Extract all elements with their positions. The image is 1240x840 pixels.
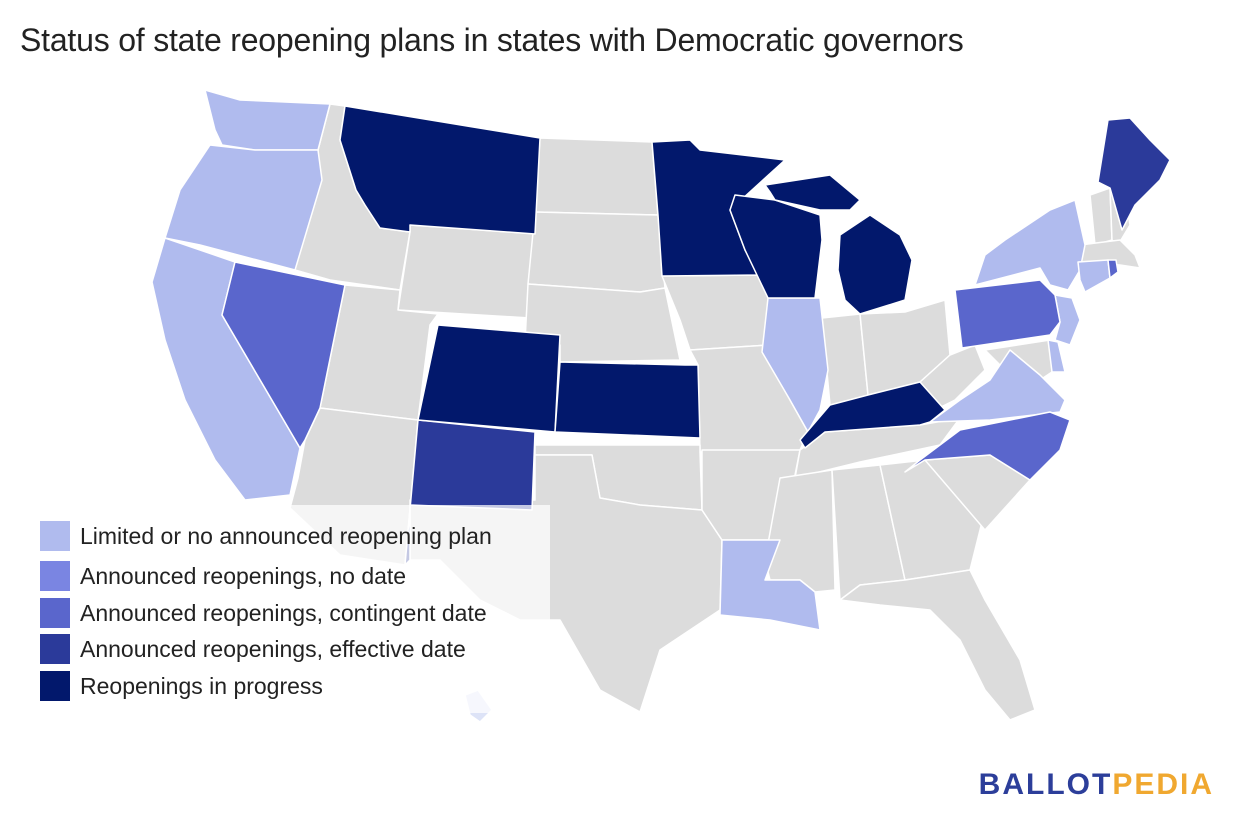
legend-label: Announced reopenings, contingent date: [80, 599, 487, 626]
state-CT: [1077, 259, 1111, 293]
legend-item-in-progress: Reopenings in progress: [40, 671, 323, 701]
state-VA: [929, 349, 1066, 423]
map-legend: Limited or no announced reopening plan A…: [28, 505, 550, 713]
state-WA: [204, 89, 331, 151]
ballotpedia-logo: BALLOTPEDIA: [979, 768, 1214, 802]
legend-label: Announced reopenings, no date: [80, 562, 407, 589]
in-progress-states: [339, 105, 946, 449]
legend-label: Limited or no announced reopening plan: [80, 522, 492, 549]
legend-swatch: [40, 521, 70, 551]
state-MI: [764, 174, 861, 211]
state-ME: [1097, 117, 1171, 231]
state-RI: [1107, 259, 1119, 279]
state-SD: [527, 211, 666, 293]
state-WI: [729, 194, 823, 299]
state-NV: [221, 261, 346, 449]
legend-item-no-date: Announced reopenings, no date: [40, 561, 406, 591]
state-KS: [554, 361, 701, 439]
legend-item-effective: Announced reopenings, effective date: [40, 634, 466, 664]
legend-swatch: [40, 598, 70, 628]
state-IL: [761, 297, 829, 433]
legend-swatch: [40, 634, 70, 664]
state-MT: [339, 105, 541, 235]
state-NY: [974, 199, 1086, 291]
state-VT: [1089, 187, 1113, 246]
legend-item-limited: Limited or no announced reopening plan: [40, 521, 492, 551]
state-DE: [1047, 339, 1066, 373]
legend-swatch: [40, 671, 70, 701]
limited-states: [151, 89, 1111, 723]
state-IA: [661, 274, 776, 351]
logo-part2: PEDIA: [1112, 768, 1214, 801]
state-NC: [904, 411, 1071, 481]
legend-label: Announced reopenings, effective date: [80, 635, 466, 662]
contingent-states: [221, 259, 1119, 481]
state-LA: [719, 539, 821, 631]
state-FL: [839, 569, 1036, 721]
state-WY: [397, 224, 539, 319]
legend-label: Reopenings in progress: [80, 672, 323, 699]
state-PA: [954, 279, 1061, 349]
state-OR: [164, 144, 323, 271]
state-CO: [417, 324, 561, 433]
map-title: Status of state reopening plans in state…: [20, 22, 964, 58]
logo-part1: BALLOT: [978, 768, 1113, 801]
state-MI-lower: [837, 214, 913, 315]
state-KY: [799, 381, 946, 449]
other-states: [289, 103, 1141, 721]
legend-swatch: [40, 561, 70, 591]
legend-item-contingent: Announced reopenings, contingent date: [40, 598, 487, 628]
state-ND: [534, 137, 659, 216]
